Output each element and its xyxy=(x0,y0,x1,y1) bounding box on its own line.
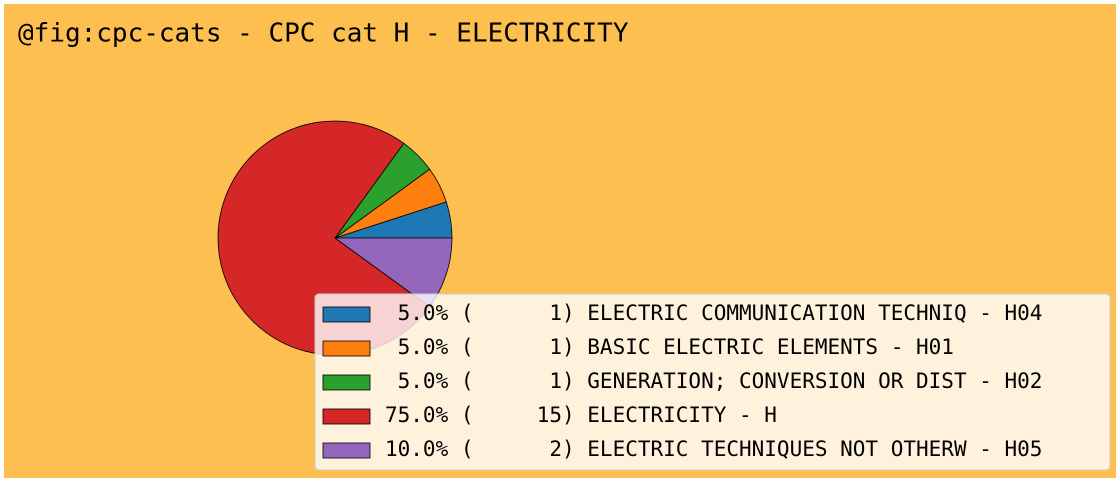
legend-swatch xyxy=(322,442,371,459)
legend-label: 5.0% ( 1) BASIC ELECTRIC ELEMENTS - H01 xyxy=(385,335,954,359)
legend-swatch xyxy=(322,306,371,323)
legend-swatch xyxy=(322,374,371,391)
legend-swatch xyxy=(322,408,371,425)
legend-label: 10.0% ( 2) ELECTRIC TECHNIQUES NOT OTHER… xyxy=(385,437,1042,461)
legend-label: 5.0% ( 1) GENERATION; CONVERSION OR DIST… xyxy=(385,369,1042,393)
legend-box xyxy=(314,293,1111,471)
chart-title: @fig:cpc-cats - CPC cat H - ELECTRICITY xyxy=(18,19,629,49)
legend-label: 5.0% ( 1) ELECTRIC COMMUNICATION TECHNIQ… xyxy=(385,301,1042,325)
legend-swatch xyxy=(322,340,371,357)
legend-label: 75.0% ( 15) ELECTRICITY - H xyxy=(385,403,777,427)
